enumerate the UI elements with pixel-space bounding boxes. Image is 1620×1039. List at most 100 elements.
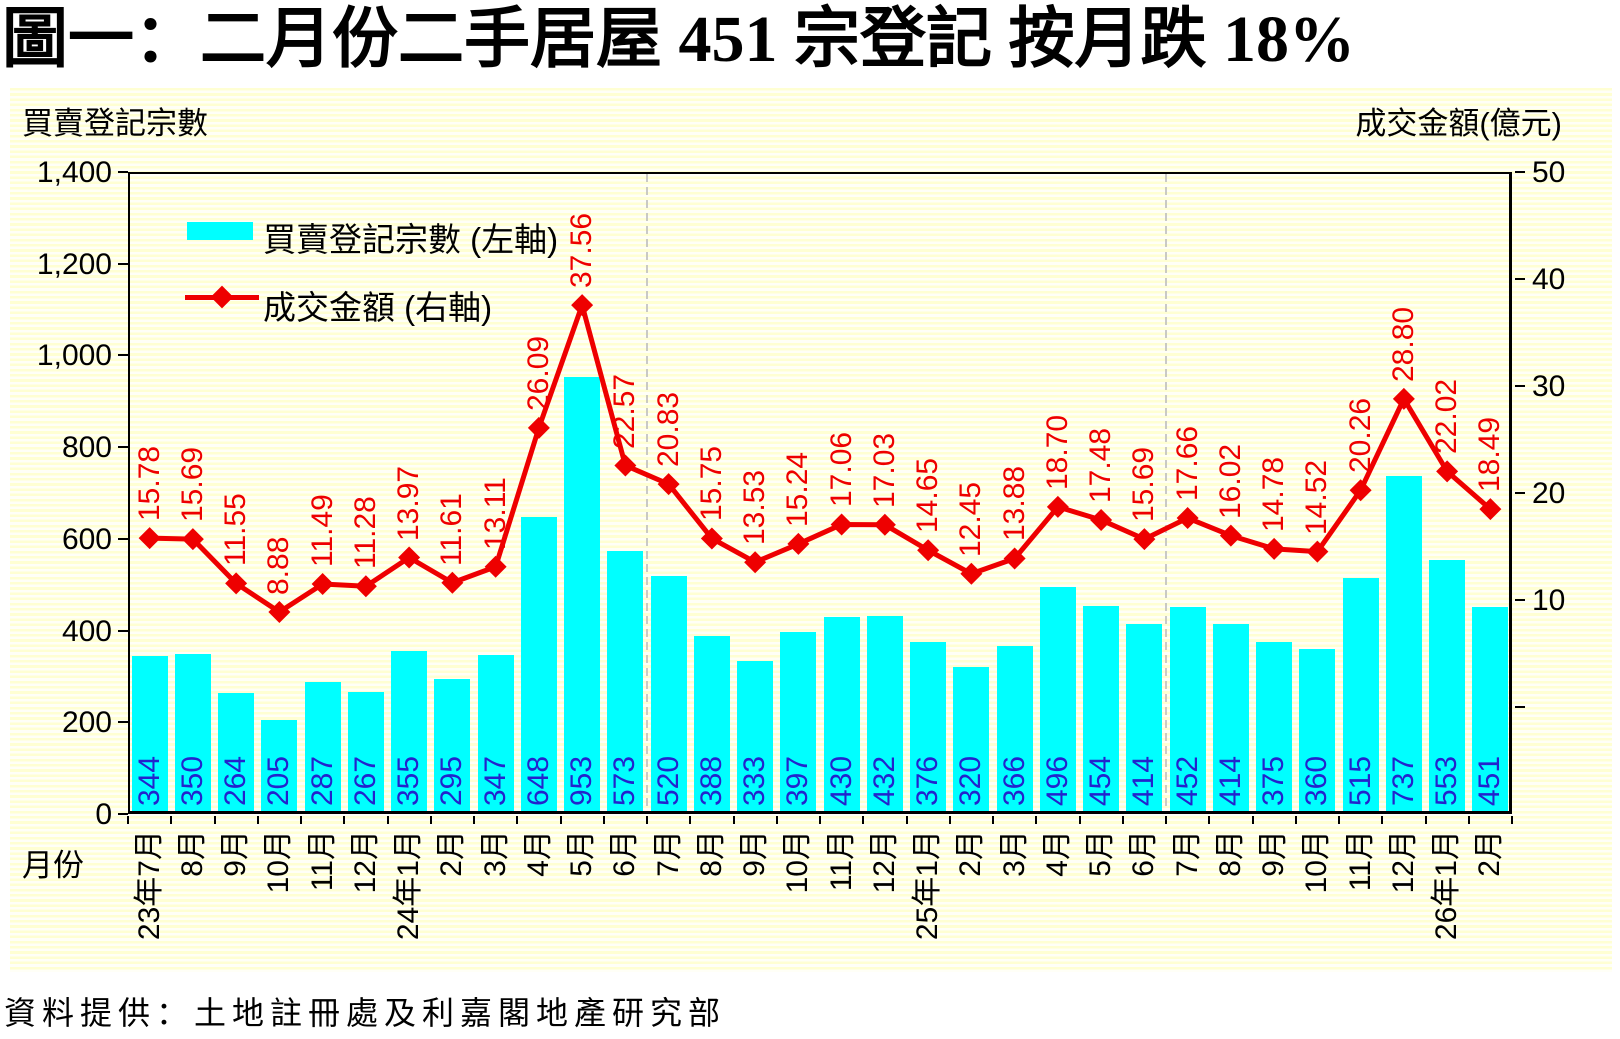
bar-value-label: 414 (1213, 755, 1247, 806)
x-axis-tick (862, 816, 865, 824)
left-axis-tick-label: 200 (61, 706, 112, 740)
diamond-marker-icon (527, 416, 550, 439)
line-value-label: 22.02 (1430, 379, 1464, 455)
x-axis-label: 7月 (1170, 830, 1204, 877)
line-value-label: 28.80 (1386, 306, 1420, 382)
diamond-marker-icon (1392, 387, 1415, 410)
bar-10月 (261, 719, 298, 814)
x-axis-label: 25年1月 (911, 830, 945, 941)
right-axis-tick (1515, 278, 1525, 280)
x-axis-label: 9月 (1257, 830, 1291, 877)
line-value-label: 11.49 (305, 494, 339, 568)
line-value-label: 12.45 (954, 481, 988, 557)
x-axis-label: 8月 (1213, 830, 1247, 877)
x-axis-tick (429, 816, 432, 824)
diamond-marker-icon (1263, 537, 1286, 560)
line-value-label: 15.69 (175, 447, 209, 523)
bar-value-label: 264 (219, 755, 253, 806)
bar-11月 (1342, 577, 1379, 814)
bar-value-label: 355 (392, 755, 426, 806)
bar-9月 (737, 661, 774, 814)
x-axis-tick (689, 816, 692, 824)
bar-value-label: 375 (1257, 755, 1291, 806)
x-axis-label: 5月 (1084, 830, 1118, 877)
x-axis-tick (646, 816, 648, 824)
left-axis-tick (118, 813, 128, 815)
bar-value-label: 454 (1084, 755, 1118, 806)
bar-value-label: 432 (867, 755, 901, 806)
x-axis-label: 3月 (997, 830, 1031, 877)
left-axis-tick (118, 537, 128, 540)
bar-value-label: 573 (608, 755, 642, 806)
right-axis-tick-label: 50 (1532, 156, 1566, 189)
diamond-marker-icon (1090, 508, 1113, 531)
line-value-label: 26.09 (521, 335, 555, 411)
bar-2月 (953, 667, 990, 814)
x-axis-label: 4月 (521, 830, 555, 877)
diamond-marker-icon (744, 551, 767, 574)
bar-value-label: 333 (738, 755, 772, 806)
x-axis-label: 9月 (219, 830, 253, 877)
x-axis-label: 12月 (867, 830, 901, 894)
bar-value-label: 287 (305, 755, 339, 806)
diamond-marker-icon (830, 513, 853, 536)
diamond-marker-icon (657, 473, 680, 496)
line-value-label: 15.78 (132, 446, 166, 522)
line-value-label: 16.02 (1213, 443, 1247, 519)
right-axis-tick (1515, 599, 1525, 601)
bar-3月 (996, 646, 1033, 814)
left-axis-tick (118, 446, 128, 449)
bar-23年7月 (131, 656, 168, 814)
bar-9月 (1256, 642, 1293, 814)
bar-2月 (1472, 607, 1509, 814)
line-value-label: 18.49 (1473, 417, 1507, 493)
diamond-marker-icon (960, 562, 983, 585)
bar-8月 (174, 653, 211, 814)
bar-value-label: 737 (1386, 755, 1420, 806)
x-axis-tick (992, 816, 994, 824)
diamond-marker-icon (441, 571, 464, 594)
line-value-label: 15.75 (694, 446, 728, 522)
x-axis-tick (386, 816, 389, 824)
line-value-label: 17.48 (1084, 427, 1118, 503)
x-axis-label: 2月 (954, 830, 988, 877)
x-axis-label: 12月 (348, 830, 382, 894)
x-axis-label: 5月 (565, 830, 599, 877)
legend-line-label: 成交金額 (右軸) (263, 289, 493, 326)
x-axis-label: 11月 (1343, 830, 1377, 892)
line-value-label: 11.55 (219, 493, 253, 567)
line-value-label: 13.11 (478, 476, 512, 550)
bar-9月 (218, 692, 255, 814)
x-axis-label: 23年7月 (132, 830, 166, 941)
x-axis-label: 11月 (824, 830, 858, 892)
x-axis-label: 9月 (738, 830, 772, 877)
bar-value-label: 553 (1430, 755, 1464, 806)
line-value-label: 8.88 (262, 536, 296, 595)
diamond-marker-icon (571, 294, 594, 317)
bar-3月 (477, 654, 514, 814)
line-value-label: 13.97 (392, 465, 426, 541)
x-axis-label: 2月 (1473, 830, 1507, 877)
x-axis-tick (343, 816, 346, 824)
line-value-label: 20.26 (1343, 398, 1377, 474)
left-axis-tick-label: 600 (61, 522, 112, 556)
bar-26年1月 (1429, 560, 1466, 814)
x-axis-label: 10月 (1300, 830, 1334, 894)
bar-24年1月 (391, 651, 428, 814)
x-axis-label: 24年1月 (392, 830, 426, 941)
x-axis-label: 26年1月 (1430, 830, 1464, 941)
left-axis-tick (118, 262, 128, 265)
bar-7月 (650, 575, 687, 814)
bar-value-label: 360 (1300, 755, 1334, 806)
x-axis-tick (473, 816, 475, 824)
diamond-marker-icon (1046, 495, 1069, 518)
bar-6月 (607, 551, 644, 814)
x-axis-label: 2月 (435, 830, 469, 877)
x-axis-label: 4月 (1040, 830, 1074, 877)
bar-5月 (564, 376, 601, 814)
line-value-label: 15.24 (781, 451, 815, 527)
bar-value-label: 388 (694, 755, 728, 806)
bar-value-label: 515 (1343, 755, 1377, 806)
diamond-marker-icon (1479, 498, 1502, 521)
x-axis-tick (127, 816, 129, 824)
